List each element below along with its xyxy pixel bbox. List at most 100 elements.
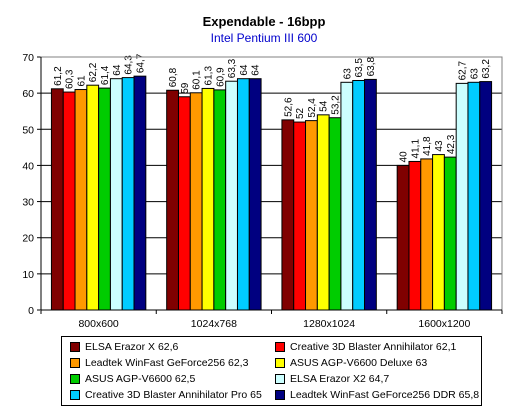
data-label: 41,8 bbox=[422, 136, 433, 156]
legend-item: Creative 3D Blaster Annihilator 62,1 bbox=[275, 341, 456, 353]
data-label: 64 bbox=[251, 64, 262, 76]
bar bbox=[213, 89, 227, 311]
bar bbox=[420, 158, 434, 311]
chart-subtitle: Intel Pentium III 600 bbox=[210, 31, 318, 45]
x-tick-label: 800x600 bbox=[78, 318, 118, 330]
data-label: 52,4 bbox=[307, 98, 318, 118]
bar bbox=[467, 81, 481, 311]
bar bbox=[281, 119, 295, 311]
bar bbox=[443, 156, 457, 311]
data-label: 62,7 bbox=[458, 60, 469, 80]
data-label: 64 bbox=[112, 64, 123, 76]
y-tick-label: 0 bbox=[28, 305, 34, 317]
bar bbox=[408, 160, 422, 311]
legend-label: Creative 3D Blaster Annihilator 62,1 bbox=[290, 341, 457, 353]
data-label: 61 bbox=[76, 75, 87, 87]
legend-item: ASUS AGP-V6600 Deluxe 63 bbox=[275, 357, 427, 369]
legend-item: Leadtek WinFast GeForce256 62,3 bbox=[70, 357, 248, 369]
legend-swatch bbox=[70, 390, 80, 400]
legend-swatch bbox=[275, 374, 285, 384]
legend-item: Creative 3D Blaster Annihilator Pro 65 bbox=[70, 389, 262, 401]
data-label: 64,3 bbox=[124, 55, 135, 75]
data-label: 63 bbox=[342, 68, 353, 80]
data-label: 61,2 bbox=[53, 66, 64, 86]
y-tick-label: 40 bbox=[22, 160, 34, 172]
bar bbox=[248, 78, 262, 311]
data-label: 60,9 bbox=[215, 67, 226, 87]
data-label: 62,2 bbox=[88, 62, 99, 82]
chart-title: Expendable - 16bpp bbox=[202, 14, 326, 29]
bar bbox=[236, 78, 250, 311]
y-tick-label: 50 bbox=[22, 124, 34, 136]
bar bbox=[74, 89, 88, 311]
x-tick-label: 1024x768 bbox=[191, 318, 237, 330]
legend-item: Leadtek WinFast GeForce256 DDR 65,8 bbox=[275, 389, 479, 401]
legend-item: ELSA Erazor X 62,6 bbox=[70, 341, 178, 353]
bar bbox=[121, 77, 135, 311]
data-label: 64 bbox=[239, 64, 250, 76]
legend-swatch bbox=[275, 358, 285, 368]
chart-legend: ELSA Erazor X 62,6 Creative 3D Blaster An… bbox=[61, 336, 482, 406]
data-label: 59 bbox=[180, 82, 191, 94]
legend-item: ASUS AGP-V6600 62,5 bbox=[70, 373, 195, 385]
data-label: 63,5 bbox=[354, 58, 365, 78]
bar bbox=[62, 91, 76, 311]
legend-label: ASUS AGP-V6600 62,5 bbox=[85, 373, 196, 385]
data-label: 60,1 bbox=[192, 70, 203, 90]
y-tick-label: 10 bbox=[22, 269, 34, 281]
data-label: 40 bbox=[399, 151, 410, 163]
legend-item: ELSA Erazor X2 64,7 bbox=[275, 373, 389, 385]
bar bbox=[133, 75, 147, 311]
data-label: 61,4 bbox=[100, 65, 111, 85]
bar bbox=[328, 117, 342, 311]
bar bbox=[177, 96, 191, 311]
data-label: 60,8 bbox=[168, 67, 179, 87]
legend-label: Leadtek WinFast GeForce256 DDR 65,8 bbox=[290, 389, 480, 401]
bar bbox=[455, 82, 469, 311]
data-label: 63 bbox=[469, 68, 480, 80]
data-label: 42,3 bbox=[446, 134, 457, 154]
bar bbox=[293, 121, 307, 311]
bar bbox=[50, 88, 64, 311]
bar bbox=[109, 78, 123, 311]
legend-label: ELSA Erazor X 62,6 bbox=[85, 341, 179, 353]
bar bbox=[432, 154, 445, 311]
data-label: 64,7 bbox=[135, 53, 146, 73]
bar bbox=[166, 89, 179, 311]
data-label: 41,1 bbox=[410, 139, 421, 159]
x-tick-label: 1280x1024 bbox=[303, 318, 355, 330]
legend-swatch bbox=[70, 374, 80, 384]
legend-swatch bbox=[275, 390, 285, 400]
data-label: 60,3 bbox=[65, 69, 76, 89]
bar bbox=[396, 164, 410, 311]
bar bbox=[201, 87, 215, 311]
y-tick-label: 20 bbox=[22, 233, 34, 245]
legend-swatch bbox=[70, 358, 80, 368]
y-tick-label: 60 bbox=[22, 88, 34, 100]
data-label: 63,8 bbox=[366, 57, 377, 77]
bar bbox=[98, 87, 111, 311]
data-label: 54 bbox=[319, 100, 330, 112]
legend-label: ELSA Erazor X2 64,7 bbox=[290, 373, 390, 385]
bar bbox=[364, 78, 377, 311]
data-label: 52,6 bbox=[283, 97, 294, 117]
legend-label: Leadtek WinFast GeForce256 62,3 bbox=[85, 357, 249, 369]
legend-swatch bbox=[70, 342, 80, 352]
x-tick-label: 1600x1200 bbox=[418, 318, 470, 330]
bar bbox=[225, 80, 238, 311]
data-label: 61,3 bbox=[203, 66, 214, 86]
bar bbox=[352, 79, 366, 311]
bar bbox=[305, 120, 318, 311]
data-label: 63,3 bbox=[227, 58, 238, 78]
bar bbox=[189, 92, 203, 311]
bar bbox=[340, 81, 354, 311]
data-label: 63,2 bbox=[481, 59, 492, 79]
data-label: 52 bbox=[295, 107, 306, 119]
bar bbox=[479, 81, 493, 311]
legend-swatch bbox=[275, 342, 285, 352]
bar bbox=[86, 84, 100, 311]
legend-label: Creative 3D Blaster Annihilator Pro 65 bbox=[85, 389, 262, 401]
y-tick-label: 30 bbox=[22, 197, 34, 209]
